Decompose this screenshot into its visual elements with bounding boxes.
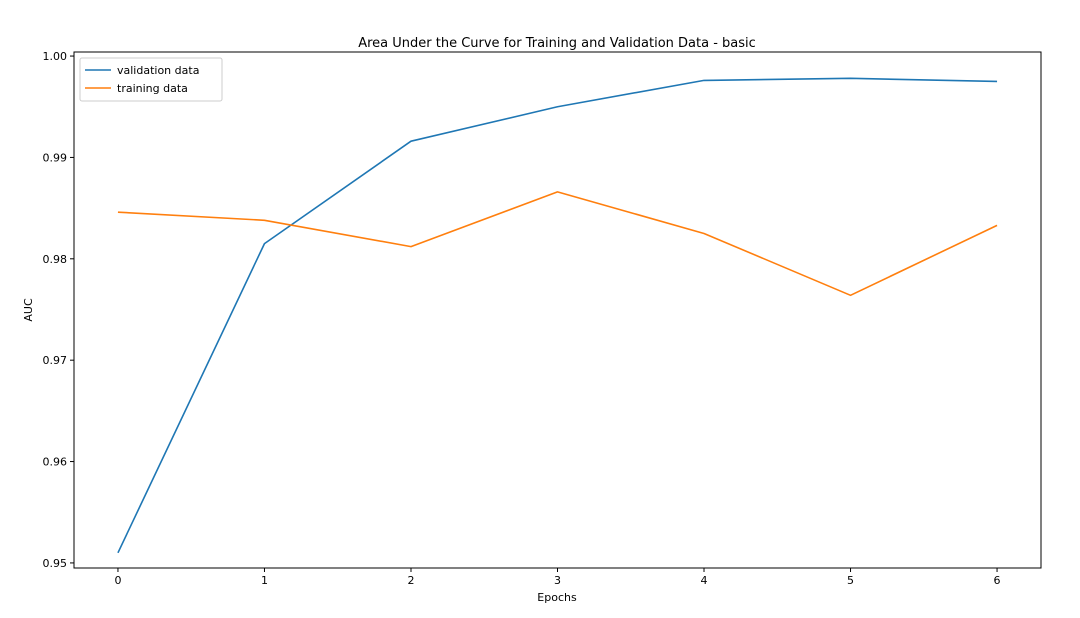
y-tick-label: 0.95: [43, 557, 68, 570]
x-axis-label: Epochs: [537, 591, 577, 604]
x-tick-label: 1: [261, 574, 268, 587]
y-axis: 0.95 0.96 0.97 0.98 0.99 1.00: [43, 50, 74, 570]
chart-title: Area Under the Curve for Training and Va…: [358, 36, 756, 51]
x-tick-label: 6: [994, 574, 1001, 587]
x-tick-label: 5: [847, 574, 854, 587]
x-tick-label: 0: [114, 574, 121, 587]
legend-label-training: training data: [117, 82, 188, 95]
legend-label-validation: validation data: [117, 64, 199, 77]
series-line-validation: [117, 77, 998, 554]
y-tick-label: 0.98: [43, 253, 68, 266]
x-axis: 0 1 2 3 4 5 6: [114, 568, 1001, 587]
plot-area: [73, 51, 1042, 569]
y-tick-label: 0.96: [43, 456, 68, 469]
y-axis-label: AUC: [22, 298, 35, 322]
y-tick-label: 0.99: [43, 151, 68, 164]
x-tick-label: 4: [701, 574, 708, 587]
x-tick-label: 3: [554, 574, 561, 587]
legend-box: [79, 57, 223, 102]
x-tick-label: 2: [407, 574, 414, 587]
y-tick-label: 1.00: [43, 50, 68, 63]
y-tick-label: 0.97: [43, 354, 68, 367]
series-line-training: [117, 191, 998, 297]
series-layer: [117, 77, 998, 554]
legend: validation data training data: [79, 57, 223, 102]
